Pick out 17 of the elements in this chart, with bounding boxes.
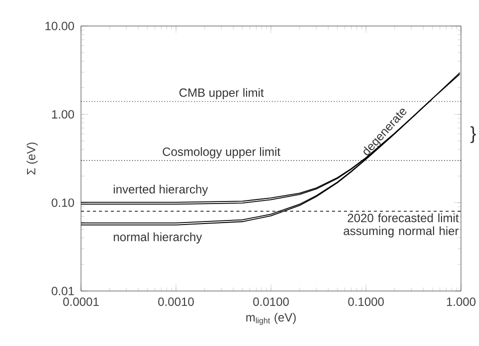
x-tick-label: 0.1000 bbox=[348, 298, 384, 306]
x-axis-title: m$_{light}$ (eV) bbox=[246, 312, 296, 325]
annotation: normal hierarchy bbox=[114, 232, 202, 244]
x-tick-label: 1.000 bbox=[446, 298, 476, 306]
ref-line-label: CMB upper limit bbox=[179, 88, 264, 100]
text: } bbox=[470, 126, 476, 144]
y-tick-label: 0.10 bbox=[52, 198, 74, 207]
x-tick-label: 0.0100 bbox=[253, 298, 289, 306]
x-tick-label: 0.0010 bbox=[158, 298, 194, 306]
y-tick-label: 1.00 bbox=[52, 110, 74, 119]
y-tick-label: 0.01 bbox=[52, 286, 74, 296]
y-tick-label: 10.00 bbox=[45, 22, 74, 30]
x-tick-label: 0.0001 bbox=[63, 298, 99, 306]
annotation: inverted hierarchy bbox=[114, 184, 208, 196]
ref-line-label: 2020 forecasted limit assuming normal hier bbox=[344, 213, 459, 238]
y-axis-title: Σ (eV) bbox=[26, 142, 38, 175]
ref-line-label: Cosmology upper limit bbox=[162, 147, 280, 158]
